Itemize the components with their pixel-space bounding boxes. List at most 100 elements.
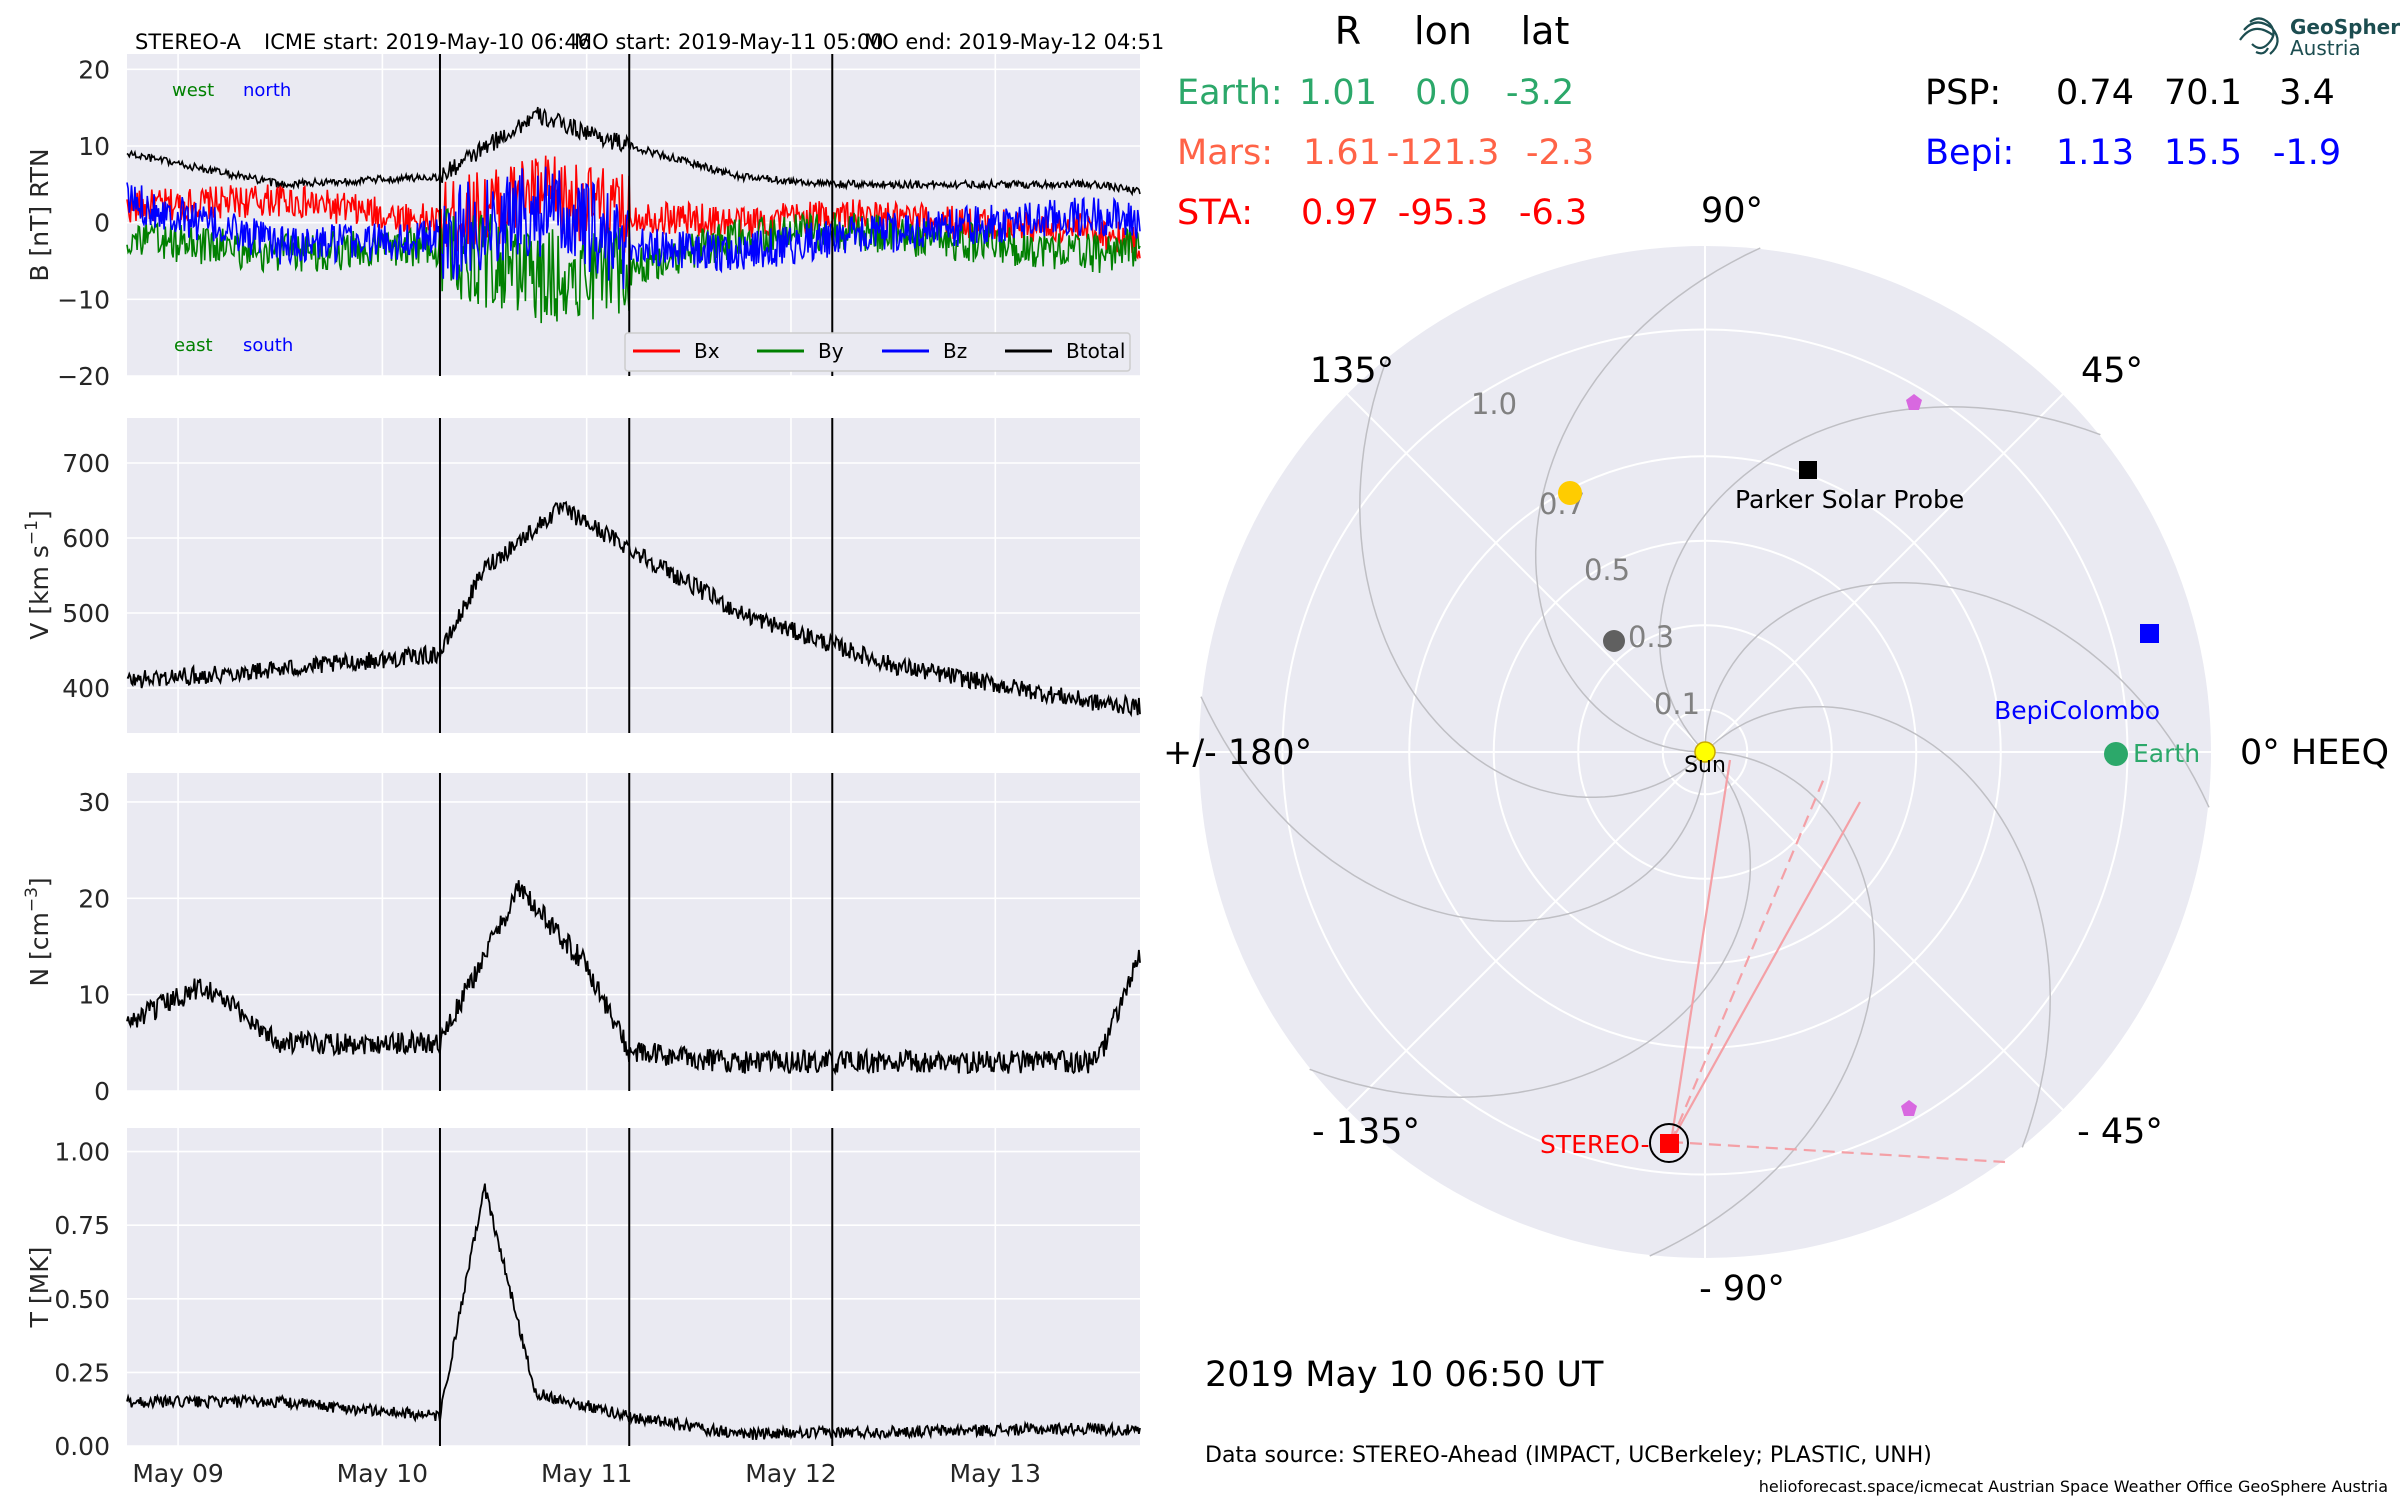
sun-marker (1694, 741, 1716, 763)
angle-label-45: 45° (2081, 351, 2143, 391)
logo-swirl-icon (2239, 17, 2279, 55)
table-header-lon: lon (1414, 9, 1472, 53)
series-n (126, 880, 1141, 1076)
panel-v: 400 500 600 700 (62, 418, 1141, 733)
panel-t: May 09 May 10 May 11 May 12 May 13 0.00 0.25 0.… (54, 1128, 1141, 1488)
y-tick-label: 10 (78, 981, 110, 1010)
parker-spiral (1200, 696, 1706, 923)
sta-ring (1649, 1123, 1689, 1163)
series-v (126, 500, 1141, 718)
y-tick-label: 0 (94, 1077, 110, 1106)
venus-marker (1558, 481, 1582, 505)
table-row-sta: STA: 0.97 -95.3 -6.3 (1177, 193, 1587, 233)
y-tick-label: 10 (78, 132, 110, 161)
row-sta-name: STA: (1177, 193, 1253, 233)
table-header-r: R (1335, 9, 1361, 53)
sun-label: Sun (1684, 753, 1726, 778)
parker-spiral (1359, 356, 1706, 799)
x-tick-label: May 11 (541, 1459, 632, 1488)
row-mars-lat: -2.3 (1526, 133, 1594, 173)
angle-label-90: 90° (1701, 191, 1763, 231)
ylabel-v: V [km s−1] (22, 510, 54, 639)
y-tick-label: 1.00 (54, 1138, 110, 1167)
parker-spiral (1704, 581, 2210, 808)
legend-bz-label: Bz (943, 339, 967, 363)
table-row-earth: Earth: 1.01 0.0 -3.2 (1177, 73, 1574, 113)
bepicolombo-marker (2140, 624, 2159, 643)
legend-frame (624, 332, 1131, 372)
logo-line2: Austria (2290, 36, 2361, 60)
ylabel-n: N [cm−3] (22, 877, 54, 986)
header-spacecraft: STEREO-A (135, 30, 242, 54)
psp-marker (1799, 461, 1817, 479)
table-row-bepi: Bepi: 1.13 15.5 -1.9 (1925, 133, 2341, 173)
angle-label-180: +/- 180° (1163, 733, 1312, 773)
y-tick-label: 20 (78, 884, 110, 913)
parker-spiral (1658, 406, 2101, 753)
legend-bx-label: Bx (694, 339, 720, 363)
polar-spoke (1345, 392, 1706, 753)
y-tick-label: 30 (78, 788, 110, 817)
table-header-lat: lat (1521, 9, 1570, 53)
mercury-marker (1603, 630, 1625, 652)
row-sta-r: 0.97 (1301, 193, 1379, 233)
row-psp-lat: 3.4 (2279, 73, 2335, 113)
ylabel-b: B [nT] RTN (25, 148, 54, 281)
parker-spiral (1704, 705, 2051, 1148)
data-source: Data source: STEREO-Ahead (IMPACT, UCBer… (1205, 1443, 1932, 1468)
y-tick-label: 0.00 (54, 1432, 110, 1461)
radial-label-0.3: 0.3 (1628, 620, 1674, 654)
x-tick-label: May 10 (337, 1459, 428, 1488)
comet-marker-upper (1906, 394, 1922, 410)
credit-line: helioforecast.space/icmecat Austrian Spa… (1759, 1477, 2388, 1496)
panel-b: −20 −10 0 10 20 (57, 54, 1141, 391)
psp-label: Parker Solar Probe (1735, 485, 1964, 514)
row-earth-lat: -3.2 (1506, 73, 1574, 113)
positions-table: R lon lat Earth: 1.01 0.0 -3.2 Mars: 1.6… (1177, 9, 2341, 233)
angle-label-neg135: - 135° (1312, 1112, 1420, 1152)
y-tick-label: 0.25 (54, 1358, 110, 1387)
series-bz (126, 166, 1141, 290)
header-icme-start: ICME start: 2019-May-10 06:46 (264, 30, 591, 54)
parker-spiral (1649, 751, 1876, 1257)
angle-label-135: 135° (1310, 351, 1394, 391)
row-bepi-lon: 15.5 (2164, 133, 2242, 173)
sta-label: STEREO- (1540, 1130, 1650, 1159)
polar-plot: 90° 45° 0° HEEQ - 45° - 90° - 135° +/- 1… (1163, 191, 2389, 1309)
row-psp-r: 0.74 (2056, 73, 2134, 113)
annotation-west: west (172, 80, 214, 101)
angle-label-0: 0° HEEQ (2240, 733, 2389, 773)
geosphere-logo: GeoSphere Austria (2239, 15, 2400, 60)
series-t (126, 1183, 1141, 1441)
legend-by-label: By (818, 339, 844, 363)
radial-label-0.5: 0.5 (1584, 553, 1630, 587)
sta-line-a (1670, 801, 1861, 1143)
table-row-psp: PSP: 0.74 70.1 3.4 (1925, 73, 2335, 113)
earth-label: Earth (2133, 739, 2200, 768)
angle-label-neg45: - 45° (2077, 1112, 2163, 1152)
panel-n: 0 10 20 30 (78, 773, 1141, 1106)
polar-date: 2019 May 10 06:50 UT (1205, 1355, 1604, 1395)
row-mars-r: 1.61 (1303, 133, 1381, 173)
row-bepi-name: Bepi: (1925, 133, 2014, 173)
polar-spoke (1704, 751, 2065, 1112)
comet-marker-lower (1901, 1100, 1917, 1116)
angle-label-neg90: - 90° (1699, 1269, 1785, 1309)
row-sta-lat: -6.3 (1519, 193, 1587, 233)
y-tick-label: 0.50 (54, 1285, 110, 1314)
row-mars-name: Mars: (1177, 133, 1273, 173)
bepicolombo-label: BepiColombo (1994, 696, 2160, 725)
row-sta-lon: -95.3 (1398, 193, 1489, 233)
x-tick-label: May 13 (950, 1459, 1041, 1488)
table-row-mars: Mars: 1.61 -121.3 -2.3 (1177, 133, 1594, 173)
logo-line1: GeoSphere (2290, 15, 2400, 39)
series-by (126, 208, 1141, 324)
row-earth-lon: 0.0 (1415, 73, 1471, 113)
y-tick-label: 400 (62, 674, 110, 703)
y-tick-label: 0.75 (54, 1211, 110, 1240)
annotation-east: east (174, 335, 213, 356)
header-mo-start: MO start: 2019-May-11 05:00 (574, 30, 884, 54)
row-bepi-lat: -1.9 (2273, 133, 2341, 173)
y-tick-label: 20 (78, 55, 110, 84)
annotation-north: north (243, 80, 291, 101)
